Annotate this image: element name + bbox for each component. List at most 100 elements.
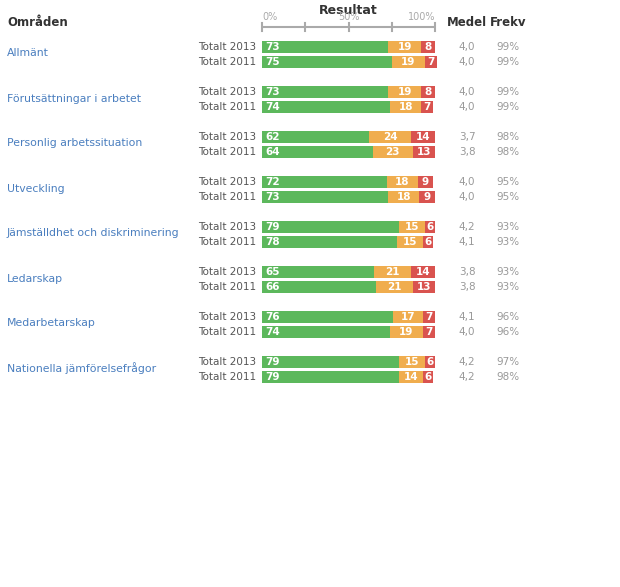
- Text: 4,0: 4,0: [459, 87, 476, 97]
- Text: 4,0: 4,0: [459, 327, 476, 337]
- Bar: [425, 356, 435, 368]
- Text: 64: 64: [265, 147, 280, 157]
- Text: Totalt 2013: Totalt 2013: [198, 357, 256, 367]
- Text: 6: 6: [426, 222, 433, 232]
- Text: 7: 7: [427, 57, 435, 67]
- Text: Totalt 2013: Totalt 2013: [198, 177, 256, 187]
- Text: Utveckling: Utveckling: [7, 184, 64, 194]
- Text: 3,8: 3,8: [459, 267, 476, 277]
- Text: Totalt 2013: Totalt 2013: [198, 132, 256, 142]
- Text: 23: 23: [386, 147, 400, 157]
- Text: 99%: 99%: [497, 87, 520, 97]
- Text: 74: 74: [265, 102, 280, 112]
- Text: 13: 13: [417, 147, 431, 157]
- Text: 19: 19: [397, 42, 412, 52]
- Bar: [423, 311, 435, 323]
- Text: 72: 72: [265, 177, 280, 187]
- Text: 7: 7: [423, 102, 431, 112]
- Text: 14: 14: [415, 267, 430, 277]
- Bar: [262, 146, 373, 158]
- Text: 4,2: 4,2: [459, 357, 476, 367]
- Text: 75: 75: [265, 57, 280, 67]
- Text: 65: 65: [265, 267, 280, 277]
- Bar: [394, 311, 423, 323]
- Bar: [262, 191, 388, 203]
- Text: Allmänt: Allmänt: [7, 49, 49, 59]
- Text: Ledarskap: Ledarskap: [7, 274, 63, 284]
- Bar: [423, 236, 433, 248]
- Text: 100%: 100%: [407, 12, 435, 22]
- Bar: [399, 356, 425, 368]
- Text: Totalt 2011: Totalt 2011: [198, 372, 256, 382]
- Text: 98%: 98%: [497, 372, 520, 382]
- Text: Totalt 2013: Totalt 2013: [198, 87, 256, 97]
- Bar: [392, 56, 425, 68]
- Text: Totalt 2013: Totalt 2013: [198, 42, 256, 52]
- Text: 18: 18: [395, 177, 409, 187]
- Text: 13: 13: [417, 282, 431, 292]
- Bar: [425, 221, 435, 233]
- Text: Områden: Områden: [7, 16, 68, 29]
- Bar: [262, 371, 399, 383]
- Bar: [421, 86, 435, 98]
- Text: Totalt 2011: Totalt 2011: [198, 192, 256, 202]
- Bar: [373, 146, 412, 158]
- Text: 7: 7: [425, 327, 433, 337]
- Text: Medarbetarskap: Medarbetarskap: [7, 319, 96, 329]
- Text: 8: 8: [425, 87, 432, 97]
- Text: 15: 15: [402, 237, 417, 247]
- Bar: [411, 131, 435, 143]
- Bar: [262, 56, 392, 68]
- Text: Totalt 2011: Totalt 2011: [198, 327, 256, 337]
- Text: 93%: 93%: [497, 282, 520, 292]
- Text: 0%: 0%: [262, 12, 277, 22]
- Bar: [421, 41, 435, 53]
- Bar: [397, 236, 423, 248]
- Text: 3,8: 3,8: [459, 147, 476, 157]
- Text: 98%: 98%: [497, 147, 520, 157]
- Text: 9: 9: [422, 177, 429, 187]
- Text: Förutsättningar i arbetet: Förutsättningar i arbetet: [7, 93, 141, 103]
- Text: 21: 21: [387, 282, 402, 292]
- Text: 4,0: 4,0: [459, 42, 476, 52]
- Bar: [399, 221, 425, 233]
- Text: 19: 19: [397, 87, 412, 97]
- Text: 79: 79: [265, 357, 280, 367]
- Bar: [423, 326, 435, 338]
- Text: 17: 17: [401, 312, 415, 322]
- Text: 6: 6: [425, 372, 432, 382]
- Text: Resultat: Resultat: [319, 4, 378, 17]
- Bar: [374, 266, 411, 278]
- Bar: [390, 326, 423, 338]
- Bar: [376, 281, 412, 293]
- Text: Totalt 2011: Totalt 2011: [198, 102, 256, 112]
- Text: Nationella jämförelsefrågor: Nationella jämförelsefrågor: [7, 363, 156, 375]
- Bar: [421, 101, 433, 113]
- Bar: [412, 281, 435, 293]
- Text: 76: 76: [265, 312, 280, 322]
- Bar: [386, 176, 418, 188]
- Bar: [262, 311, 394, 323]
- Bar: [262, 326, 390, 338]
- Text: Jämställdhet och diskriminering: Jämställdhet och diskriminering: [7, 228, 180, 238]
- Bar: [399, 371, 423, 383]
- Text: Totalt 2011: Totalt 2011: [198, 282, 256, 292]
- Bar: [388, 191, 419, 203]
- Text: Frekv: Frekv: [490, 16, 526, 29]
- Bar: [262, 86, 388, 98]
- Text: 4,1: 4,1: [459, 237, 476, 247]
- Text: 4,2: 4,2: [459, 372, 476, 382]
- Text: Totalt 2013: Totalt 2013: [198, 222, 256, 232]
- Text: 95%: 95%: [497, 192, 520, 202]
- Text: Totalt 2013: Totalt 2013: [198, 267, 256, 277]
- Bar: [370, 131, 411, 143]
- Text: 19: 19: [401, 57, 415, 67]
- Bar: [262, 221, 399, 233]
- Text: 73: 73: [265, 42, 280, 52]
- Bar: [390, 101, 421, 113]
- Text: 4,1: 4,1: [459, 312, 476, 322]
- Text: 9: 9: [423, 192, 431, 202]
- Text: Totalt 2011: Totalt 2011: [198, 147, 256, 157]
- Text: 4,0: 4,0: [459, 102, 476, 112]
- Bar: [262, 266, 374, 278]
